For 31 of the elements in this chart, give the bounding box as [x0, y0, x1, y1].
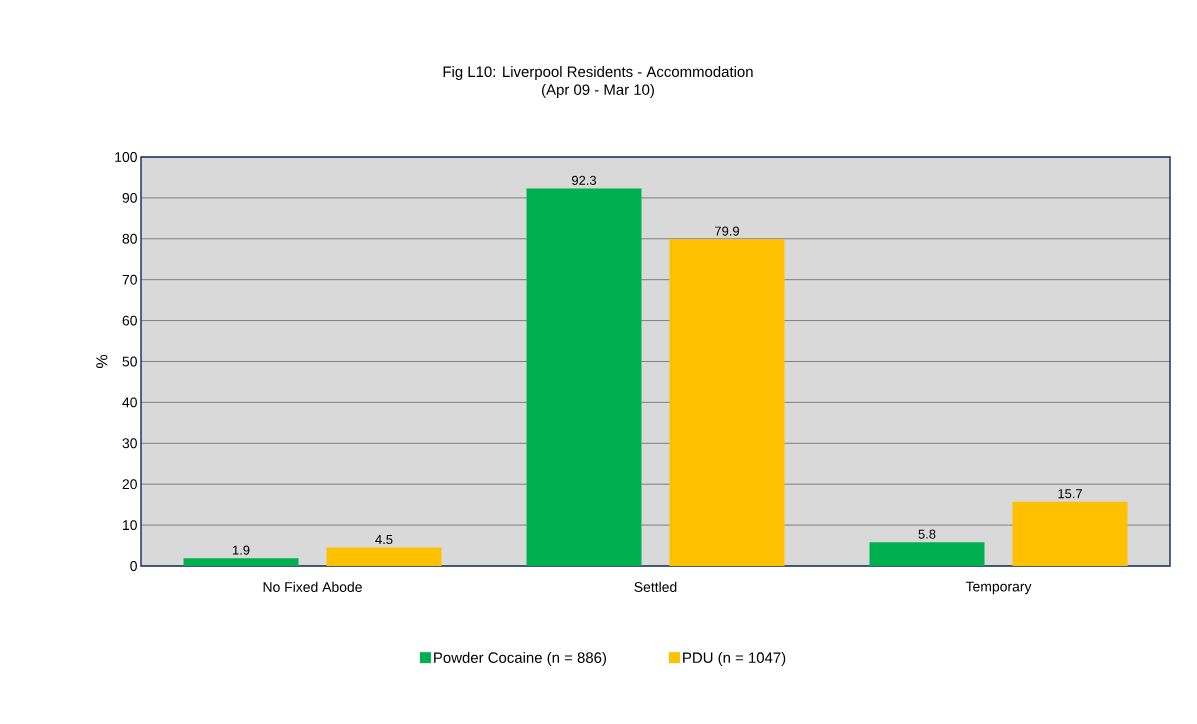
y-tick-label: 70	[122, 274, 137, 285]
y-tick-label: 90	[122, 192, 137, 203]
data-label: 1.9	[232, 545, 250, 555]
bar	[183, 558, 299, 566]
bar	[869, 542, 985, 566]
y-tick-label: 20	[122, 479, 137, 490]
x-tick-label: No Fixed Abode	[263, 581, 362, 592]
chart-title: Fig L10: Liverpool Residents - Accommodation	[443, 66, 753, 80]
y-tick-label: 40	[122, 397, 137, 408]
y-tick-label: 0	[130, 561, 137, 571]
y-axis-title: %	[96, 354, 108, 369]
bar	[526, 188, 642, 566]
data-label: 15.7	[1058, 489, 1082, 499]
y-tick-label: 50	[122, 356, 137, 367]
y-tick-label: 30	[122, 438, 137, 449]
y-tick-label: 80	[122, 233, 137, 244]
data-label: 92.3	[572, 175, 597, 185]
x-tick-label: Settled	[634, 581, 677, 592]
x-tick-label: Temporary	[965, 581, 1032, 595]
legend-label: PDU (n = 1047)	[683, 651, 786, 666]
data-label: 79.9	[715, 226, 739, 236]
legend-label: Powder Cocaine (n = 886)	[434, 651, 606, 666]
y-tick-label: 100	[115, 152, 137, 162]
data-label: 4.5	[375, 535, 393, 545]
bar	[669, 239, 785, 566]
y-tick-label: 60	[122, 315, 137, 326]
chart-subtitle: (Apr 09 - Mar 10)	[542, 83, 654, 98]
bar	[326, 547, 442, 566]
data-label: 5.8	[918, 529, 936, 539]
bar	[1012, 501, 1128, 566]
y-tick-label: 10	[123, 520, 137, 531]
